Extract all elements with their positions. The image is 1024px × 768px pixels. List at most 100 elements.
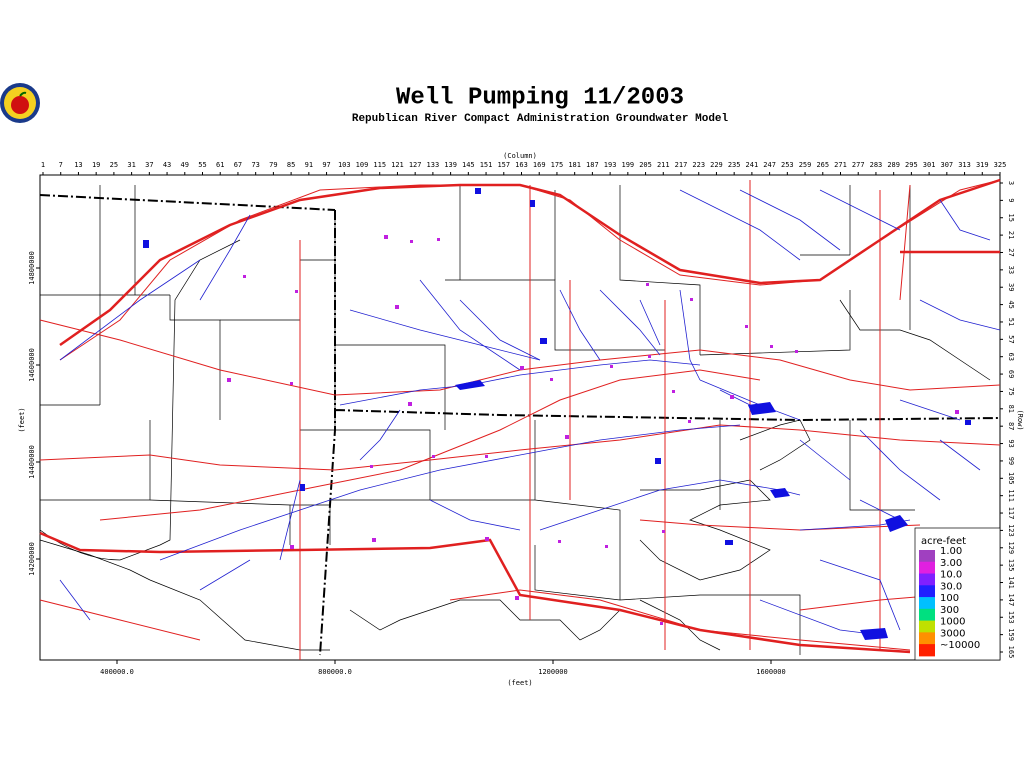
column-tick-label: 271 bbox=[834, 161, 847, 169]
column-tick-label: 85 bbox=[287, 161, 295, 169]
column-tick-label: 169 bbox=[533, 161, 546, 169]
legend-swatch bbox=[919, 585, 935, 598]
row-tick-label: 105 bbox=[1007, 472, 1015, 485]
column-tick-label: 121 bbox=[391, 161, 404, 169]
column-tick-label: 205 bbox=[639, 161, 652, 169]
row-tick-label: 123 bbox=[1007, 524, 1015, 537]
legend-label: 100 bbox=[940, 593, 959, 604]
row-tick-label: 93 bbox=[1007, 439, 1015, 447]
column-tick-label: 175 bbox=[551, 161, 564, 169]
logo bbox=[0, 83, 40, 123]
row-tick-label: 69 bbox=[1007, 370, 1015, 378]
x-feet-tick-label: 800000.0 bbox=[318, 668, 352, 676]
y-feet-tick-label: 14800000 bbox=[28, 251, 36, 285]
column-tick-label: 325 bbox=[994, 161, 1007, 169]
x-feet-tick-label: 1200000 bbox=[538, 668, 568, 676]
row-tick-label: 15 bbox=[1007, 214, 1015, 222]
column-tick-label: 133 bbox=[427, 161, 440, 169]
column-tick-label: 289 bbox=[887, 161, 900, 169]
column-tick-label: 187 bbox=[586, 161, 599, 169]
row-tick-label: 81 bbox=[1007, 405, 1015, 413]
y-feet-tick-label: 14600000 bbox=[28, 348, 36, 382]
column-tick-label: 103 bbox=[338, 161, 351, 169]
column-tick-label: 307 bbox=[941, 161, 954, 169]
legend-label: 300 bbox=[940, 605, 959, 616]
legend-label: 3000 bbox=[940, 628, 965, 639]
row-tick-label: 63 bbox=[1007, 352, 1015, 360]
row-tick-label: 21 bbox=[1007, 231, 1015, 239]
legend-label: ~10000 bbox=[940, 640, 980, 651]
title: Well Pumping 11/2003 bbox=[396, 84, 684, 111]
column-tick-label: 295 bbox=[905, 161, 918, 169]
column-tick-label: 25 bbox=[110, 161, 118, 169]
legend-swatch bbox=[919, 550, 935, 563]
x-feet-axis-label: (feet) bbox=[507, 679, 532, 687]
column-tick-label: 313 bbox=[958, 161, 971, 169]
legend-label: 10.0 bbox=[940, 570, 962, 581]
legend-label: 30.0 bbox=[940, 581, 962, 592]
row-tick-label: 39 bbox=[1007, 283, 1015, 291]
x-feet-tick-label: 1600000 bbox=[756, 668, 786, 676]
row-tick-label: 99 bbox=[1007, 457, 1015, 465]
column-tick-label: 145 bbox=[462, 161, 475, 169]
column-tick-label: 199 bbox=[622, 161, 635, 169]
row-tick-label: 141 bbox=[1007, 576, 1015, 589]
column-tick-label: 13 bbox=[74, 161, 82, 169]
column-axis-label: (Column) bbox=[503, 152, 537, 160]
column-tick-label: 37 bbox=[145, 161, 153, 169]
column-tick-label: 247 bbox=[763, 161, 776, 169]
column-tick-label: 139 bbox=[444, 161, 457, 169]
legend-swatch bbox=[919, 561, 935, 575]
column-tick-label: 229 bbox=[710, 161, 723, 169]
column-tick-label: 277 bbox=[852, 161, 865, 169]
column-tick-label: 223 bbox=[692, 161, 705, 169]
map-content bbox=[39, 174, 1001, 661]
column-tick-label: 109 bbox=[356, 161, 369, 169]
column-tick-label: 7 bbox=[59, 161, 63, 169]
row-tick-label: 57 bbox=[1007, 335, 1015, 343]
column-tick-label: 19 bbox=[92, 161, 100, 169]
column-tick-label: 241 bbox=[746, 161, 759, 169]
row-tick-label: 75 bbox=[1007, 387, 1015, 395]
column-tick-label: 193 bbox=[604, 161, 617, 169]
row-tick-label: 9 bbox=[1007, 198, 1015, 202]
column-tick-label: 79 bbox=[269, 161, 277, 169]
column-tick-label: 49 bbox=[181, 161, 189, 169]
row-tick-label: 45 bbox=[1007, 300, 1015, 308]
legend-swatch bbox=[919, 632, 935, 645]
row-tick-label: 147 bbox=[1007, 594, 1015, 607]
row-tick-label: 27 bbox=[1007, 248, 1015, 256]
column-tick-label: 151 bbox=[480, 161, 493, 169]
subtitle: Republican River Compact Administration … bbox=[352, 113, 729, 125]
y-feet-axis-label: (feet) bbox=[18, 407, 26, 432]
legend-swatch bbox=[919, 644, 935, 657]
column-tick-label: 319 bbox=[976, 161, 989, 169]
legend-label: 1000 bbox=[940, 617, 965, 628]
column-tick-label: 265 bbox=[816, 161, 829, 169]
row-tick-label: 159 bbox=[1007, 628, 1015, 641]
column-tick-label: 55 bbox=[198, 161, 206, 169]
row-tick-label: 153 bbox=[1007, 611, 1015, 624]
legend-swatch bbox=[919, 597, 935, 610]
column-tick-label: 67 bbox=[234, 161, 242, 169]
column-tick-label: 43 bbox=[163, 161, 171, 169]
column-tick-label: 211 bbox=[657, 161, 670, 169]
row-tick-label: 111 bbox=[1007, 489, 1015, 502]
column-tick-label: 91 bbox=[305, 161, 313, 169]
x-feet-tick-label: 400000.0 bbox=[100, 668, 134, 676]
y-feet-tick-label: 14200000 bbox=[28, 542, 36, 576]
y-feet-tick-label: 14400000 bbox=[28, 445, 36, 479]
column-tick-label: 235 bbox=[728, 161, 741, 169]
column-tick-label: 97 bbox=[322, 161, 330, 169]
row-axis-label: (Row) bbox=[1016, 409, 1024, 430]
column-tick-label: 181 bbox=[568, 161, 581, 169]
row-tick-label: 3 bbox=[1007, 181, 1015, 185]
row-tick-label: 129 bbox=[1007, 541, 1015, 554]
row-tick-label: 117 bbox=[1007, 507, 1015, 520]
legend-swatch bbox=[919, 573, 935, 586]
column-tick-label: 301 bbox=[923, 161, 936, 169]
column-tick-label: 157 bbox=[497, 161, 510, 169]
column-tick-label: 1 bbox=[41, 161, 45, 169]
column-tick-label: 163 bbox=[515, 161, 528, 169]
